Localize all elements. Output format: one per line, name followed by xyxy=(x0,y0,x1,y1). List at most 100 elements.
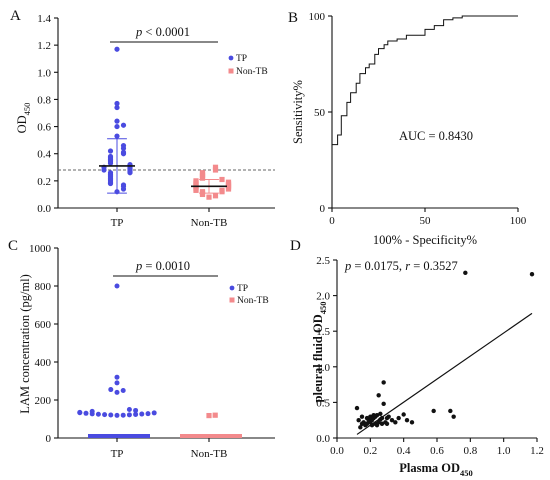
panel-a-ytick-label: 0.6 xyxy=(37,122,51,134)
panel-b-roc-curve xyxy=(331,15,518,208)
panel-a-nontb-point xyxy=(219,176,225,183)
panel-a-tp-point xyxy=(114,100,120,107)
panel-d-point xyxy=(378,411,383,416)
panel-d-point xyxy=(389,418,395,423)
panel-a-xtick-tp: TP xyxy=(111,217,124,229)
panel-d-point xyxy=(404,418,410,423)
panel-d-point xyxy=(356,418,361,423)
panel-b-xlabel: 100% - Specificity% xyxy=(373,233,477,247)
panel-a-tp-point xyxy=(114,123,120,130)
panel-a-xtick-nontb: Non-TB xyxy=(191,217,228,229)
panel-d-chart: pleural fluid OD450 Plasma OD450 p = 0.0… xyxy=(311,255,544,478)
panel-a-ytick-label: 1.4 xyxy=(37,13,51,25)
panel-d-ytick-label: 1.0 xyxy=(316,362,330,374)
panel-d-xtick-label: 0.8 xyxy=(463,445,477,457)
panel-d-point xyxy=(386,414,391,419)
panel-c-chart: LAM concentration (pg/ml) 0 200 400 600 800 1… xyxy=(18,243,275,460)
panel-c-tp-point xyxy=(126,412,132,418)
panel-d-point xyxy=(396,415,401,421)
panel-c-ytick-label: 600 xyxy=(35,319,52,331)
panel-a-tp-point xyxy=(120,149,127,155)
panel-c-tp-point xyxy=(114,374,120,380)
panel-c-tp-point xyxy=(133,407,139,413)
panel-b-ytick-label: 0 xyxy=(320,203,326,215)
panel-c-nontb-zero-cluster xyxy=(180,434,242,438)
panel-b-chart: Sensitivity% 100% - Specificity% AUC = 0… xyxy=(291,11,527,247)
panel-d-point xyxy=(448,408,453,414)
panel-a-chart: OD450 0.0 0.2 0.4 0.6 0.8 1.0 1.2 1.4 p < 0.000… xyxy=(15,13,275,229)
panel-b-xtick-label: 0 xyxy=(329,215,335,227)
panel-c-tp-point xyxy=(139,411,145,417)
panel-a-tp-point xyxy=(120,182,127,188)
panel-c-tp-point xyxy=(114,380,120,386)
panel-d-point xyxy=(376,393,381,398)
panel-d-point xyxy=(374,413,380,418)
panel-d-xtick-label: 0.0 xyxy=(330,445,344,457)
panel-a-nontb-point xyxy=(219,187,225,193)
panel-a-nontb-point xyxy=(206,194,212,200)
panel-d-point xyxy=(358,425,363,430)
panel-a-nontb-point xyxy=(212,164,219,170)
panel-d-xtick-label: 0.2 xyxy=(363,445,377,457)
panel-a-ytick-label: 1.0 xyxy=(37,67,51,79)
panel-d-point xyxy=(379,421,385,426)
panel-c-nontb-point xyxy=(212,412,218,418)
panel-d-point xyxy=(451,414,456,419)
panel-c-tp-point xyxy=(77,409,83,415)
panel-c-nontb-point xyxy=(206,412,212,419)
panel-a-nontb-point xyxy=(212,193,219,199)
panel-a-ylabel: OD450 xyxy=(15,103,32,134)
panel-c-tp-point xyxy=(126,407,132,412)
panel-c-tp-point xyxy=(89,408,95,414)
panel-d-point xyxy=(384,421,390,426)
panel-c-tp-point xyxy=(114,283,120,289)
panel-c-tp-point xyxy=(102,412,108,418)
panel-c-tp-point xyxy=(133,411,139,417)
panel-d-point xyxy=(379,415,385,421)
panel-d-xtick-label: 0.4 xyxy=(397,445,411,457)
panel-b-xtick-label: 50 xyxy=(420,215,432,227)
panel-c-tp-point xyxy=(108,387,114,393)
panel-d-point xyxy=(401,412,406,417)
panel-c-tp-point xyxy=(151,410,157,416)
panel-label-c: C xyxy=(8,238,18,254)
panel-c-legend-tp-label: TP xyxy=(237,284,248,294)
panel-c-tp-point xyxy=(120,412,126,418)
panel-d-ylabel: pleural fluid OD450 xyxy=(311,302,328,403)
panel-d-point xyxy=(381,380,386,385)
panel-c-ytick-label: 400 xyxy=(35,357,52,369)
panel-d-ytick-label: 1.5 xyxy=(316,326,330,338)
panel-c-tp-point xyxy=(114,389,120,395)
panel-d-point xyxy=(354,405,360,411)
panel-d-point xyxy=(381,401,386,407)
panel-d-point xyxy=(359,414,365,419)
panel-b-ytick-label: 50 xyxy=(314,107,326,119)
panel-d-point xyxy=(393,420,398,425)
panel-a-ytick-label: 0.0 xyxy=(37,203,51,215)
panel-d-point xyxy=(529,272,535,277)
panel-c-legend-tp-marker xyxy=(229,285,235,291)
panel-c-tp-point xyxy=(95,411,101,417)
panel-a-legend-nontb-label: Non-TB xyxy=(236,67,268,77)
panel-b-xtick-label: 100 xyxy=(510,215,527,227)
panel-c-p-annotation: p = 0.0010 xyxy=(135,259,190,273)
panel-d-point xyxy=(364,421,370,426)
panel-c-tp-point xyxy=(108,412,114,418)
panel-d-point xyxy=(368,414,373,419)
panel-c-tp-point xyxy=(114,412,120,418)
panel-c-xtick-nontb: Non-TB xyxy=(191,448,228,460)
panel-d-point xyxy=(431,408,436,414)
panel-c-legend-nontb-marker xyxy=(229,297,235,303)
panel-a-legend-tp-marker xyxy=(228,55,234,61)
panel-d-xtick-label: 1.0 xyxy=(497,445,511,457)
panel-a-tp-point xyxy=(114,104,120,111)
panel-c-tp-point xyxy=(145,411,151,417)
panel-c-tp-point xyxy=(120,388,126,393)
panel-a-tp-point xyxy=(114,46,120,52)
panel-c-ytick-label: 200 xyxy=(35,395,52,407)
panel-a-nontb-point xyxy=(193,178,199,184)
panel-a-legend-nontb-marker xyxy=(228,68,234,74)
panel-d-ytick-label: 0.0 xyxy=(316,433,330,445)
panel-a-ytick-label: 0.4 xyxy=(37,149,51,161)
